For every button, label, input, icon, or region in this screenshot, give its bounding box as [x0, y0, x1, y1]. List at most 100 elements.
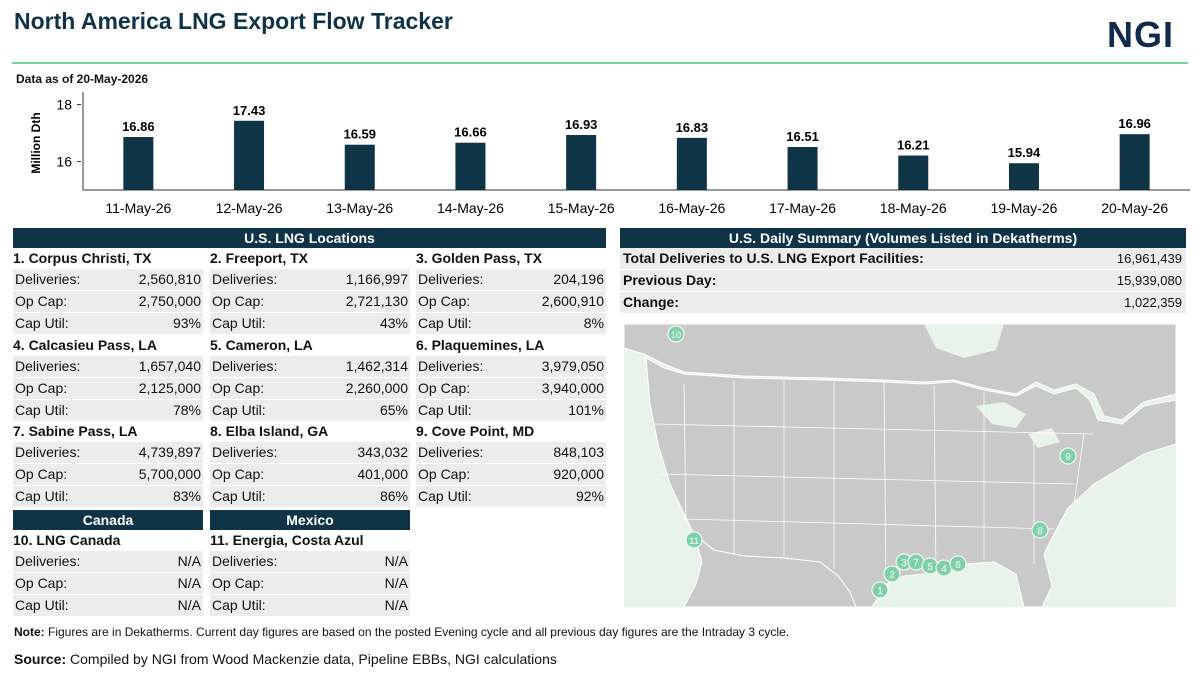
header-divider [12, 62, 1188, 64]
bar [898, 155, 929, 190]
caputil-value: N/A [177, 597, 201, 613]
location-card: 5. Cameron, LA Deliveries: 1,462,314 Op Cap… [210, 335, 410, 422]
source-line: Source: Compiled by NGI from Wood Macken… [14, 651, 557, 667]
opcap-value: N/A [384, 575, 408, 591]
deliveries-label: Deliveries: [212, 358, 278, 374]
location-card: 2. Freeport, TX Deliveries: 1,166,997 Op Ca… [210, 248, 410, 335]
terminal-marker [1059, 447, 1077, 465]
terminal-marker [1031, 521, 1049, 539]
terminal-markers: 123 7 5 4 6 8 9 10 11 [667, 325, 1077, 599]
location-name: 3. Golden Pass, TX [416, 250, 543, 266]
deliveries-value: 1,166,997 [345, 271, 408, 287]
terminal-marker-label: 2 [889, 570, 895, 581]
opcap-label: Op Cap: [212, 380, 265, 396]
opcap-label: Op Cap: [15, 575, 68, 591]
location-card: 3. Golden Pass, TX Deliveries: 204,196 Op C… [416, 248, 606, 335]
opcap-label: Op Cap: [418, 293, 471, 309]
location-name: 4. Calcasieu Pass, LA [13, 337, 157, 353]
opcap-label: Op Cap: [418, 380, 471, 396]
location-name: 2. Freeport, TX [210, 250, 309, 266]
bar [234, 120, 265, 190]
note-label: Note: [14, 625, 45, 639]
opcap-label: Op Cap: [15, 380, 68, 396]
caputil-value: 8% [583, 315, 604, 331]
data-as-of-label: Data as of 20-May-2026 [16, 72, 149, 86]
terminal-marker-label: 4 [941, 564, 947, 575]
y-tick-label: 16 [56, 154, 72, 170]
deliveries-label: Deliveries: [15, 271, 81, 287]
deliveries-label: Deliveries: [15, 444, 81, 460]
deliveries-value: N/A [177, 553, 201, 569]
opcap-value: 2,260,000 [345, 380, 408, 396]
location-name: 7. Sabine Pass, LA [13, 423, 138, 439]
bar-value-label: 16.93 [565, 117, 598, 132]
summary-change-row: Change: 1,022,359 [620, 292, 1186, 314]
opcap-value: 2,721,130 [345, 293, 408, 309]
bar [1008, 163, 1039, 190]
terminal-marker [883, 565, 901, 583]
opcap-label: Op Cap: [15, 293, 68, 309]
bar [123, 137, 154, 190]
bar [566, 135, 597, 190]
caputil-value: 86% [379, 488, 408, 504]
bar-value-label: 16.96 [1118, 116, 1151, 131]
terminal-marker-label: 1 [877, 586, 883, 597]
deliveries-label: Deliveries: [15, 553, 81, 569]
mexico-landmass [683, 532, 857, 607]
lng-terminal-map: 1 2 3 7 5 4 6 8 9 10 11 [624, 324, 1176, 607]
x-tick-label: 16-May-26 [658, 200, 725, 216]
deliveries-value: N/A [384, 553, 408, 569]
deliveries-label: Deliveries: [212, 271, 278, 287]
change-value: 1,022,359 [1124, 295, 1182, 310]
caputil-label: Cap Util: [212, 597, 266, 613]
terminal-marker-label: 7 [913, 558, 919, 569]
x-tick-label: 12-May-26 [216, 200, 283, 216]
opcap-label: Op Cap: [212, 575, 265, 591]
bar-chart: Million Dth 16 18 16.86 11-May-26 17.43 12-May… [29, 92, 1190, 216]
opcap-value: 401,000 [357, 466, 408, 482]
hudson-bay [924, 324, 1004, 358]
bar [1119, 134, 1150, 190]
location-name: 10. LNG Canada [13, 532, 121, 548]
terminal-marker [871, 581, 889, 599]
deliveries-value: 1,657,040 [138, 358, 201, 374]
caputil-label: Cap Util: [15, 402, 69, 418]
previous-day-label: Previous Day: [623, 272, 717, 288]
bar-value-label: 17.43 [233, 103, 266, 118]
x-tick-label: 15-May-26 [548, 200, 615, 216]
bar-value-label: 15.94 [1008, 145, 1041, 160]
terminal-marker-label: 8 [1037, 526, 1043, 537]
location-name: 11. Energia, Costa Azul [210, 532, 364, 548]
ngi-logo: NGI [1106, 14, 1174, 55]
deliveries-value: 1,462,314 [345, 358, 408, 374]
caputil-label: Cap Util: [212, 402, 266, 418]
location-name: 5. Cameron, LA [210, 337, 313, 353]
bar-value-label: 16.83 [676, 120, 709, 135]
x-tick-label: 17-May-26 [769, 200, 836, 216]
footnote: Note: Figures are in Dekatherms. Current… [14, 625, 789, 639]
change-label: Change: [623, 294, 679, 310]
opcap-value: 3,940,000 [541, 380, 604, 396]
terminal-marker-label: 5 [927, 562, 933, 573]
caputil-value: 93% [172, 315, 201, 331]
caputil-value: N/A [384, 597, 408, 613]
total-label: Total Deliveries to U.S. LNG Export Faci… [623, 250, 924, 266]
summary-header: U.S. Daily Summary (Volumes Listed in De… [620, 228, 1186, 248]
bar [787, 146, 818, 190]
deliveries-value: 204,196 [553, 271, 604, 287]
location-card: 1. Corpus Christi, TX Deliveries: 2,560,81… [13, 248, 203, 335]
previous-day-value: 15,939,080 [1116, 273, 1182, 288]
caputil-label: Cap Util: [418, 315, 472, 331]
canada-header: Canada [13, 510, 203, 530]
terminal-marker [685, 531, 703, 549]
page-title: North America LNG Export Flow Tracker [14, 8, 453, 34]
terminal-marker [949, 555, 967, 573]
summary-previous-row: Previous Day: 15,939,080 [620, 270, 1186, 292]
y-tick-label: 18 [56, 97, 72, 113]
bar [344, 144, 375, 190]
note-text: Figures are in Dekatherms. Current day f… [44, 625, 790, 639]
deliveries-value: 3,979,050 [541, 358, 604, 374]
x-tick-label: 11-May-26 [105, 200, 171, 216]
state-borders [653, 380, 1095, 580]
caputil-value: 65% [379, 402, 408, 418]
